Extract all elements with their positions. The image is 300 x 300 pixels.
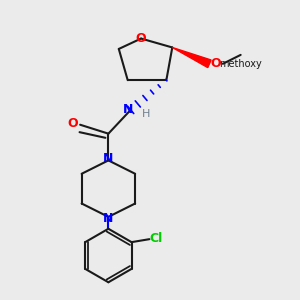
Text: methoxy: methoxy	[219, 59, 262, 69]
Text: N: N	[122, 103, 133, 116]
Text: N: N	[103, 212, 114, 226]
Text: N: N	[103, 152, 114, 165]
Text: O: O	[68, 117, 78, 130]
Text: H: H	[142, 109, 150, 119]
Text: O: O	[136, 32, 146, 45]
Polygon shape	[172, 47, 211, 68]
Text: O: O	[211, 57, 221, 70]
Text: Cl: Cl	[149, 232, 163, 245]
